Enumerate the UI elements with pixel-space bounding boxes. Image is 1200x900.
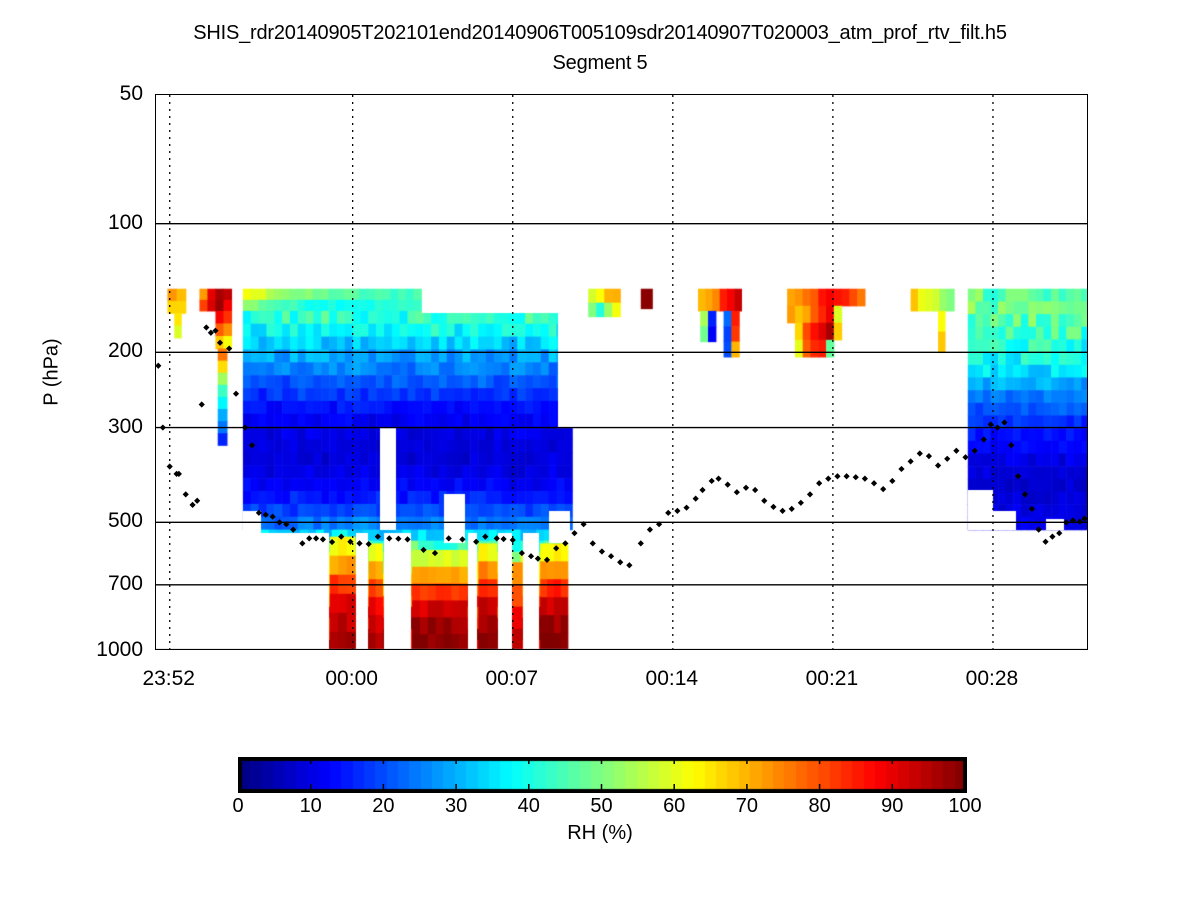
colorbar-tick-label: 80 xyxy=(808,795,831,817)
colorbar-tick-label: 50 xyxy=(590,795,613,817)
figure-title: SHIS_rdr20140905T202101end20140906T00510… xyxy=(193,22,1007,44)
colorbar-tick-label: 60 xyxy=(663,795,686,817)
colorbar-tick-label: 90 xyxy=(881,795,904,817)
x-tick-label: 00:21 xyxy=(805,667,859,690)
y-tick-label: 50 xyxy=(119,82,143,105)
colorbar-tick-label: 20 xyxy=(372,795,395,817)
colorbar-tick-label: 40 xyxy=(517,795,540,817)
y-tick-label: 300 xyxy=(107,414,143,438)
colorbar-tick-label: 100 xyxy=(948,795,982,817)
overlay-markers xyxy=(156,324,1087,649)
colorbar-tick-label: 30 xyxy=(444,795,468,817)
x-tick-label: 00:07 xyxy=(485,667,539,690)
plot-clip xyxy=(156,95,1087,649)
colorbar-tick-label: 10 xyxy=(299,795,322,817)
figure-subtitle: Segment 5 xyxy=(552,52,648,74)
x-tick-label: 00:28 xyxy=(965,667,1019,690)
colorbar[interactable] xyxy=(238,757,967,793)
rh-heatmap xyxy=(156,95,1087,649)
grid-lines xyxy=(156,95,1087,649)
x-tick-label: 23:52 xyxy=(142,667,195,690)
y-tick-label: 100 xyxy=(107,210,143,234)
colorbar-title: RH (%) xyxy=(567,822,633,844)
y-tick-label: 200 xyxy=(107,339,143,363)
y-tick-label: 1000 xyxy=(96,638,143,661)
plot-area[interactable] xyxy=(155,94,1088,650)
x-tick-label: 00:00 xyxy=(325,667,378,690)
y-tick-label: 500 xyxy=(107,509,143,533)
colorbar-tick-label: 0 xyxy=(232,795,244,817)
colorbar-tick-label: 70 xyxy=(735,795,759,817)
colorbar-gradient xyxy=(238,757,967,793)
x-tick-label: 00:14 xyxy=(645,667,699,690)
y-tick-label: 700 xyxy=(107,571,143,595)
